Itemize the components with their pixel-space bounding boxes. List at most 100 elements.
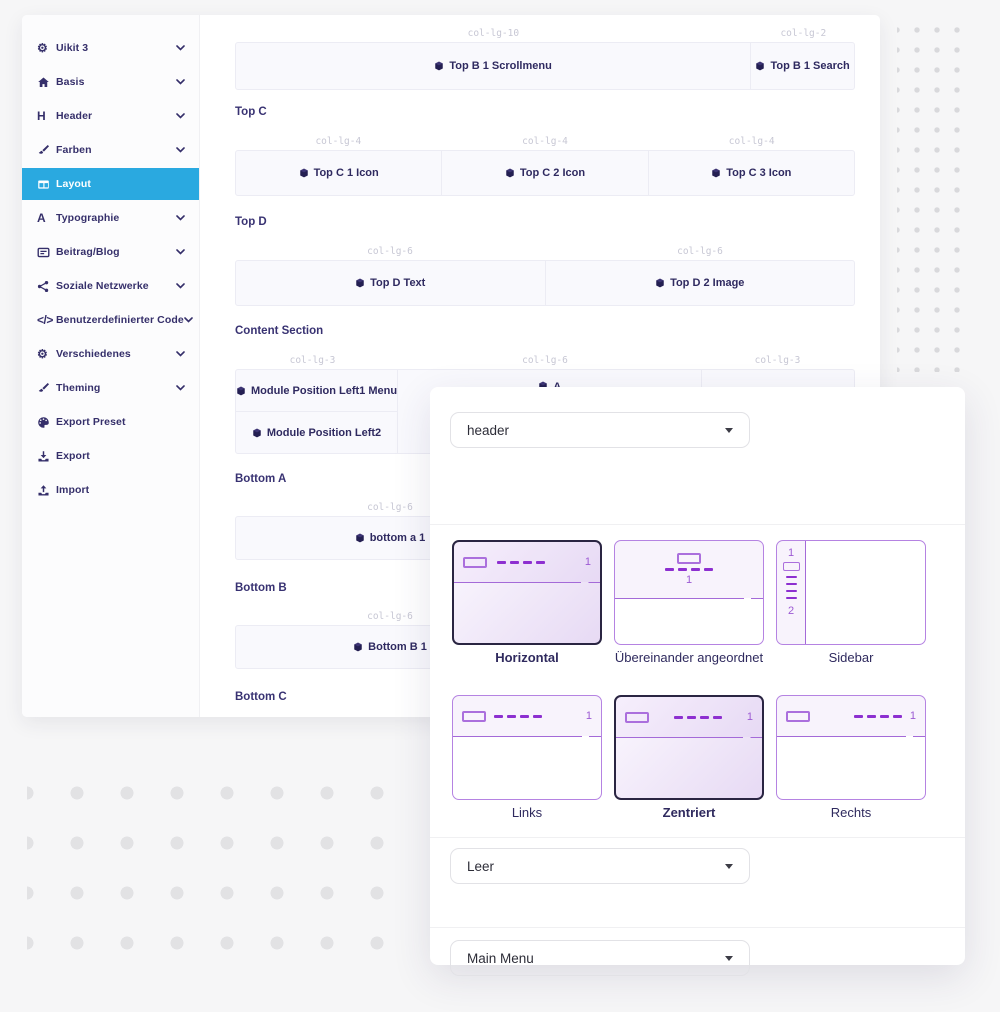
module-position-top-d-text[interactable]: Top D Text: [236, 261, 545, 305]
position-number: 1: [746, 710, 753, 723]
logo-placeholder: [625, 711, 649, 723]
module-position-left1-menu[interactable]: Module Position Left1 Menu: [236, 370, 397, 411]
sidebar-item-uikit3[interactable]: ⚙ Uikit 3: [22, 32, 199, 64]
menu-dash: [785, 596, 797, 599]
menu-dash: [785, 589, 797, 592]
header-settings-panel: header 1 1: [430, 387, 965, 976]
sidebar-item-label: Typographie: [56, 212, 120, 224]
customizer-window: ⚙ Uikit 3 Basis H Header Farben Layout A…: [22, 15, 880, 717]
sidebar-item-label: Uikit 3: [56, 42, 89, 54]
grid-col-labels: col-lg-4 col-lg-4 col-lg-4: [235, 136, 855, 148]
layout-option-sidebar[interactable]: 1 2: [776, 540, 926, 645]
thumb-divider: [616, 737, 762, 738]
thumb-divider: [454, 582, 600, 583]
sidebar-item-layout[interactable]: Layout: [22, 168, 199, 200]
alignment-option-zentriert[interactable]: 1: [614, 695, 764, 800]
col-label: col-lg-6: [522, 355, 568, 366]
sidebar-item-export[interactable]: Export: [22, 440, 199, 472]
palette-icon: [37, 416, 56, 429]
col-label: col-lg-10: [467, 28, 520, 39]
module-position-top-b1-search[interactable]: Top B 1 Search: [750, 43, 854, 89]
sidebar-item-label: Export: [56, 450, 90, 462]
module-position-top-d2-image[interactable]: Top D 2 Image: [544, 261, 855, 305]
content-left-column: Module Position Left1 Menu Module Positi…: [236, 370, 398, 453]
module-label: Top C 2 Icon: [519, 167, 586, 179]
module-position-bottom-b1[interactable]: Bottom B 1: [236, 626, 544, 668]
upload-icon: [37, 484, 56, 497]
sidebar-item-label: Basis: [56, 76, 85, 88]
layout-label-horizontal: Horizontal: [495, 650, 559, 665]
module-position-left2[interactable]: Module Position Left2: [236, 411, 398, 453]
grid-col-labels: col-lg-3 col-lg-6 col-lg-3: [235, 355, 855, 367]
grid-col-labels: col-lg-6 col-lg-6: [235, 246, 855, 258]
thumb-divider: [777, 736, 925, 737]
section-heading-bottom-b: Bottom B: [235, 582, 287, 594]
sidebar-item-label: Export Preset: [56, 416, 126, 428]
chevron-down-icon: [184, 317, 193, 323]
paintbrush-icon: [37, 144, 56, 157]
layout-type-options: 1 1 1: [452, 540, 965, 645]
module-label: Module Position Left2: [266, 426, 382, 439]
alignment-option-links[interactable]: 1: [452, 695, 602, 800]
thumb-divider: [615, 598, 763, 599]
alignment-label-links: Links: [511, 805, 543, 820]
grid-col-labels: col-lg-10 col-lg-2: [235, 28, 855, 40]
module-label: Top D 2 Image: [670, 277, 745, 289]
col-label: col-lg-6: [367, 611, 413, 622]
alignment-label-rechts: Rechts: [830, 805, 872, 820]
module-position-top-b1-scrollmenu[interactable]: Top B 1 Scrollmenu: [236, 43, 750, 89]
main-menu-select[interactable]: Main Menu: [450, 940, 750, 976]
position-select[interactable]: header: [450, 412, 750, 448]
module-row-top-d: Top D Text Top D 2 Image: [235, 260, 855, 306]
main-menu-select-value: Main Menu: [467, 950, 534, 966]
cogs-icon: ⚙: [37, 347, 48, 361]
sidebar-item-typographie[interactable]: A Typographie: [22, 202, 199, 234]
sidebar: ⚙ Uikit 3 Basis H Header Farben Layout A…: [22, 15, 200, 717]
chevron-down-icon: [176, 79, 185, 85]
chevron-down-icon: [176, 249, 185, 255]
module-icon: [435, 61, 444, 71]
module-label: Top B 1 Search: [770, 60, 850, 72]
sidebar-item-soziale-netzwerke[interactable]: Soziale Netzwerke: [22, 270, 199, 302]
home-icon: [37, 76, 56, 89]
sidebar-item-theming[interactable]: Theming: [22, 372, 199, 404]
module-icon: [253, 428, 261, 437]
alignment-option-rechts[interactable]: 1: [776, 695, 926, 800]
layout-option-horizontal[interactable]: 1: [452, 540, 602, 645]
module-label: bottom a 1: [369, 532, 426, 544]
thumb-sidebar-strip: 1 2: [777, 541, 806, 644]
module-label: Bottom B 1: [368, 641, 427, 653]
leer-select[interactable]: Leer: [450, 848, 750, 884]
module-position-top-c2[interactable]: Top C 2 Icon: [441, 151, 647, 195]
layout-option-stacked[interactable]: 1: [614, 540, 764, 645]
logo-placeholder: [786, 710, 810, 722]
thumb-divider: [453, 736, 601, 737]
module-position-top-c3[interactable]: Top C 3 Icon: [647, 151, 854, 195]
module-position-top-c1[interactable]: Top C 1 Icon: [236, 151, 441, 195]
chevron-down-icon: [176, 351, 185, 357]
module-row-top-c: Top C 1 Icon Top C 2 Icon Top C 3 Icon: [235, 150, 855, 196]
position-number: 1: [585, 709, 592, 722]
module-label: Module Position Left1 Menu: [251, 384, 398, 397]
sidebar-item-verschiedenes[interactable]: ⚙ Verschiedenes: [22, 338, 199, 370]
menu-dashes: [494, 714, 542, 718]
section-heading-top-c: Top C: [235, 106, 267, 118]
sidebar-item-beitrag-blog[interactable]: Beitrag/Blog: [22, 236, 199, 268]
sidebar-item-farben[interactable]: Farben: [22, 134, 199, 166]
sidebar-item-header[interactable]: H Header: [22, 100, 199, 132]
menu-dashes: [853, 714, 902, 718]
position-number: 1: [787, 547, 795, 559]
sidebar-item-benutzerdefinierter-code[interactable]: </> Benutzerdefinierter Code: [22, 304, 199, 336]
menu-select-section: Main Menu: [430, 940, 965, 1012]
col-label: col-lg-6: [367, 246, 413, 257]
sidebar-item-basis[interactable]: Basis: [22, 66, 199, 98]
sidebar-item-export-preset[interactable]: Export Preset: [22, 406, 199, 438]
chevron-down-icon: [176, 45, 185, 51]
letter-h-icon: H: [37, 109, 46, 123]
grid-col-labels: col-lg-6: [235, 611, 545, 623]
col-label: col-lg-2: [780, 28, 827, 39]
layout-label-sidebar: Sidebar: [828, 650, 874, 665]
sidebar-item-import[interactable]: Import: [22, 474, 199, 506]
module-position-bottom-a1[interactable]: bottom a 1: [236, 517, 544, 559]
grid-col-labels: col-lg-6: [235, 502, 545, 514]
